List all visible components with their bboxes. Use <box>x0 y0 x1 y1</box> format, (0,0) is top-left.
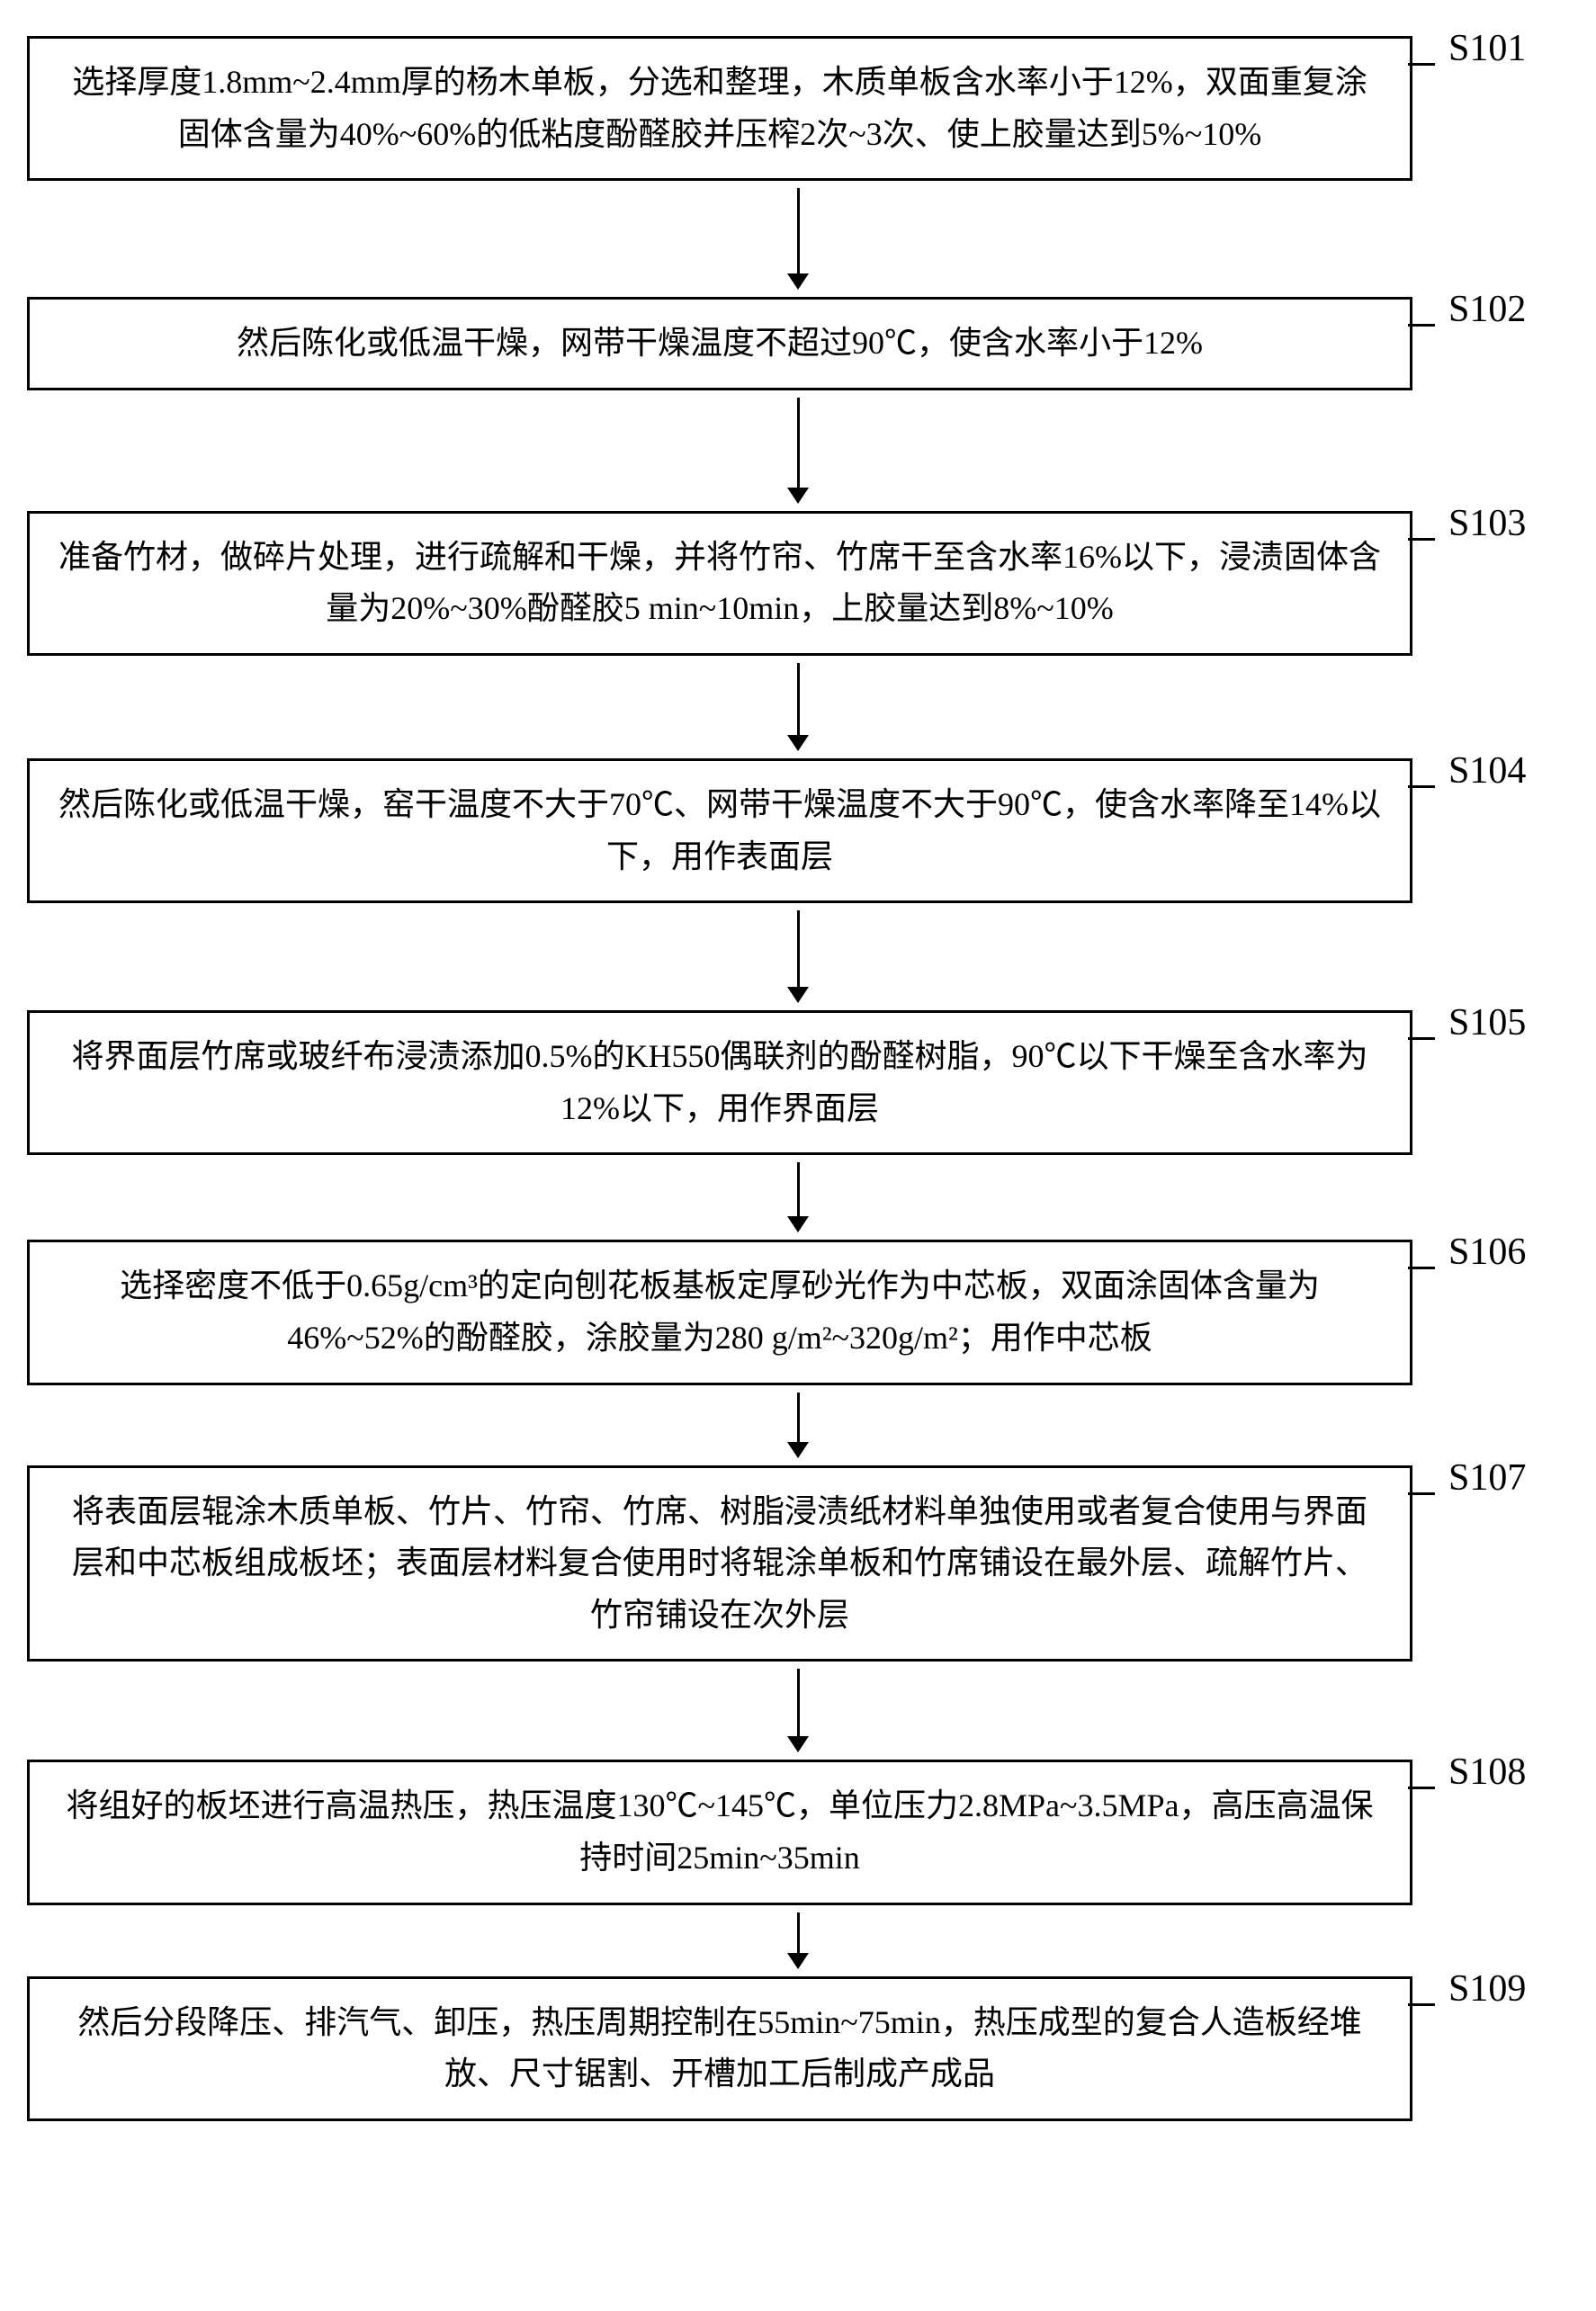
step-row-s104: 然后陈化或低温干燥，窑干温度不大于70℃、网带干燥温度不大于90℃，使含水率降至… <box>27 758 1569 903</box>
step-box-s103: 准备竹材，做碎片处理，进行疏解和干燥，并将竹帘、竹席干至含水率16%以下，浸渍固… <box>27 511 1412 656</box>
step-label-s109: S109 <box>1448 1967 1526 2011</box>
step-box-s109: 然后分段降压、排汽气、卸压，热压周期控制在55min~75min，热压成型的复合… <box>27 1976 1412 2121</box>
arrow-head-icon <box>787 1736 809 1752</box>
arrow-s101 <box>105 181 1491 297</box>
step-row-s105: 将界面层竹席或玻纤布浸渍添加0.5%的KH550偶联剂的酚醛树脂，90℃以下干燥… <box>27 1010 1569 1155</box>
label-connector <box>1408 2003 1435 2006</box>
arrow-line <box>797 1162 800 1216</box>
arrow-line <box>797 1669 800 1736</box>
label-connector <box>1408 1492 1435 1495</box>
label-connector <box>1408 1037 1435 1040</box>
label-connector <box>1408 1267 1435 1269</box>
step-label-s102: S102 <box>1448 288 1526 331</box>
flowchart-container: 选择厚度1.8mm~2.4mm厚的杨木单板，分选和整理，木质单板含水率小于12%… <box>27 36 1569 2121</box>
arrow-head-icon <box>787 987 809 1003</box>
step-box-s104: 然后陈化或低温干燥，窑干温度不大于70℃、网带干燥温度不大于90℃，使含水率降至… <box>27 758 1412 903</box>
step-label-s104: S104 <box>1448 749 1526 793</box>
arrow-line <box>797 910 800 987</box>
arrow-head-icon <box>787 488 809 504</box>
step-label-s106: S106 <box>1448 1231 1526 1274</box>
arrow-s103 <box>105 656 1491 758</box>
arrow-head-icon <box>787 1953 809 1969</box>
step-label-s105: S105 <box>1448 1001 1526 1044</box>
step-label-s101: S101 <box>1448 27 1526 70</box>
arrow-s104 <box>105 903 1491 1010</box>
step-box-s105: 将界面层竹席或玻纤布浸渍添加0.5%的KH550偶联剂的酚醛树脂，90℃以下干燥… <box>27 1010 1412 1155</box>
arrow-s102 <box>105 390 1491 511</box>
step-row-s109: 然后分段降压、排汽气、卸压，热压周期控制在55min~75min，热压成型的复合… <box>27 1976 1569 2121</box>
arrow-head-icon <box>787 1442 809 1458</box>
step-box-s108: 将组好的板坯进行高温热压，热压温度130℃~145℃，单位压力2.8MPa~3.… <box>27 1760 1412 1904</box>
arrow-line <box>797 663 800 735</box>
arrow-line <box>797 1393 800 1442</box>
step-box-s102: 然后陈化或低温干燥，网带干燥温度不超过90℃，使含水率小于12% <box>27 297 1412 390</box>
arrow-s106 <box>105 1385 1491 1465</box>
arrow-line <box>797 398 800 488</box>
label-connector <box>1408 63 1435 66</box>
label-connector <box>1408 538 1435 541</box>
arrow-line <box>797 1912 800 1953</box>
arrow-head-icon <box>787 273 809 290</box>
step-row-s102: 然后陈化或低温干燥，网带干燥温度不超过90℃，使含水率小于12%S102 <box>27 297 1569 390</box>
step-row-s107: 将表面层辊涂木质单板、竹片、竹帘、竹席、树脂浸渍纸材料单独使用或者复合使用与界面… <box>27 1465 1569 1662</box>
arrow-s105 <box>105 1155 1491 1240</box>
arrow-line <box>797 188 800 273</box>
label-connector <box>1408 1787 1435 1789</box>
step-label-s103: S103 <box>1448 502 1526 545</box>
step-row-s103: 准备竹材，做碎片处理，进行疏解和干燥，并将竹帘、竹席干至含水率16%以下，浸渍固… <box>27 511 1569 656</box>
arrow-head-icon <box>787 1216 809 1232</box>
step-row-s106: 选择密度不低于0.65g/cm³的定向刨花板基板定厚砂光作为中芯板，双面涂固体含… <box>27 1240 1569 1384</box>
arrow-s107 <box>105 1662 1491 1760</box>
step-box-s107: 将表面层辊涂木质单板、竹片、竹帘、竹席、树脂浸渍纸材料单独使用或者复合使用与界面… <box>27 1465 1412 1662</box>
arrow-head-icon <box>787 735 809 751</box>
step-label-s107: S107 <box>1448 1456 1526 1500</box>
step-box-s106: 选择密度不低于0.65g/cm³的定向刨花板基板定厚砂光作为中芯板，双面涂固体含… <box>27 1240 1412 1384</box>
step-row-s101: 选择厚度1.8mm~2.4mm厚的杨木单板，分选和整理，木质单板含水率小于12%… <box>27 36 1569 181</box>
step-box-s101: 选择厚度1.8mm~2.4mm厚的杨木单板，分选和整理，木质单板含水率小于12%… <box>27 36 1412 181</box>
step-label-s108: S108 <box>1448 1751 1526 1794</box>
label-connector <box>1408 324 1435 327</box>
label-connector <box>1408 785 1435 788</box>
step-row-s108: 将组好的板坯进行高温热压，热压温度130℃~145℃，单位压力2.8MPa~3.… <box>27 1760 1569 1904</box>
arrow-s108 <box>105 1905 1491 1976</box>
